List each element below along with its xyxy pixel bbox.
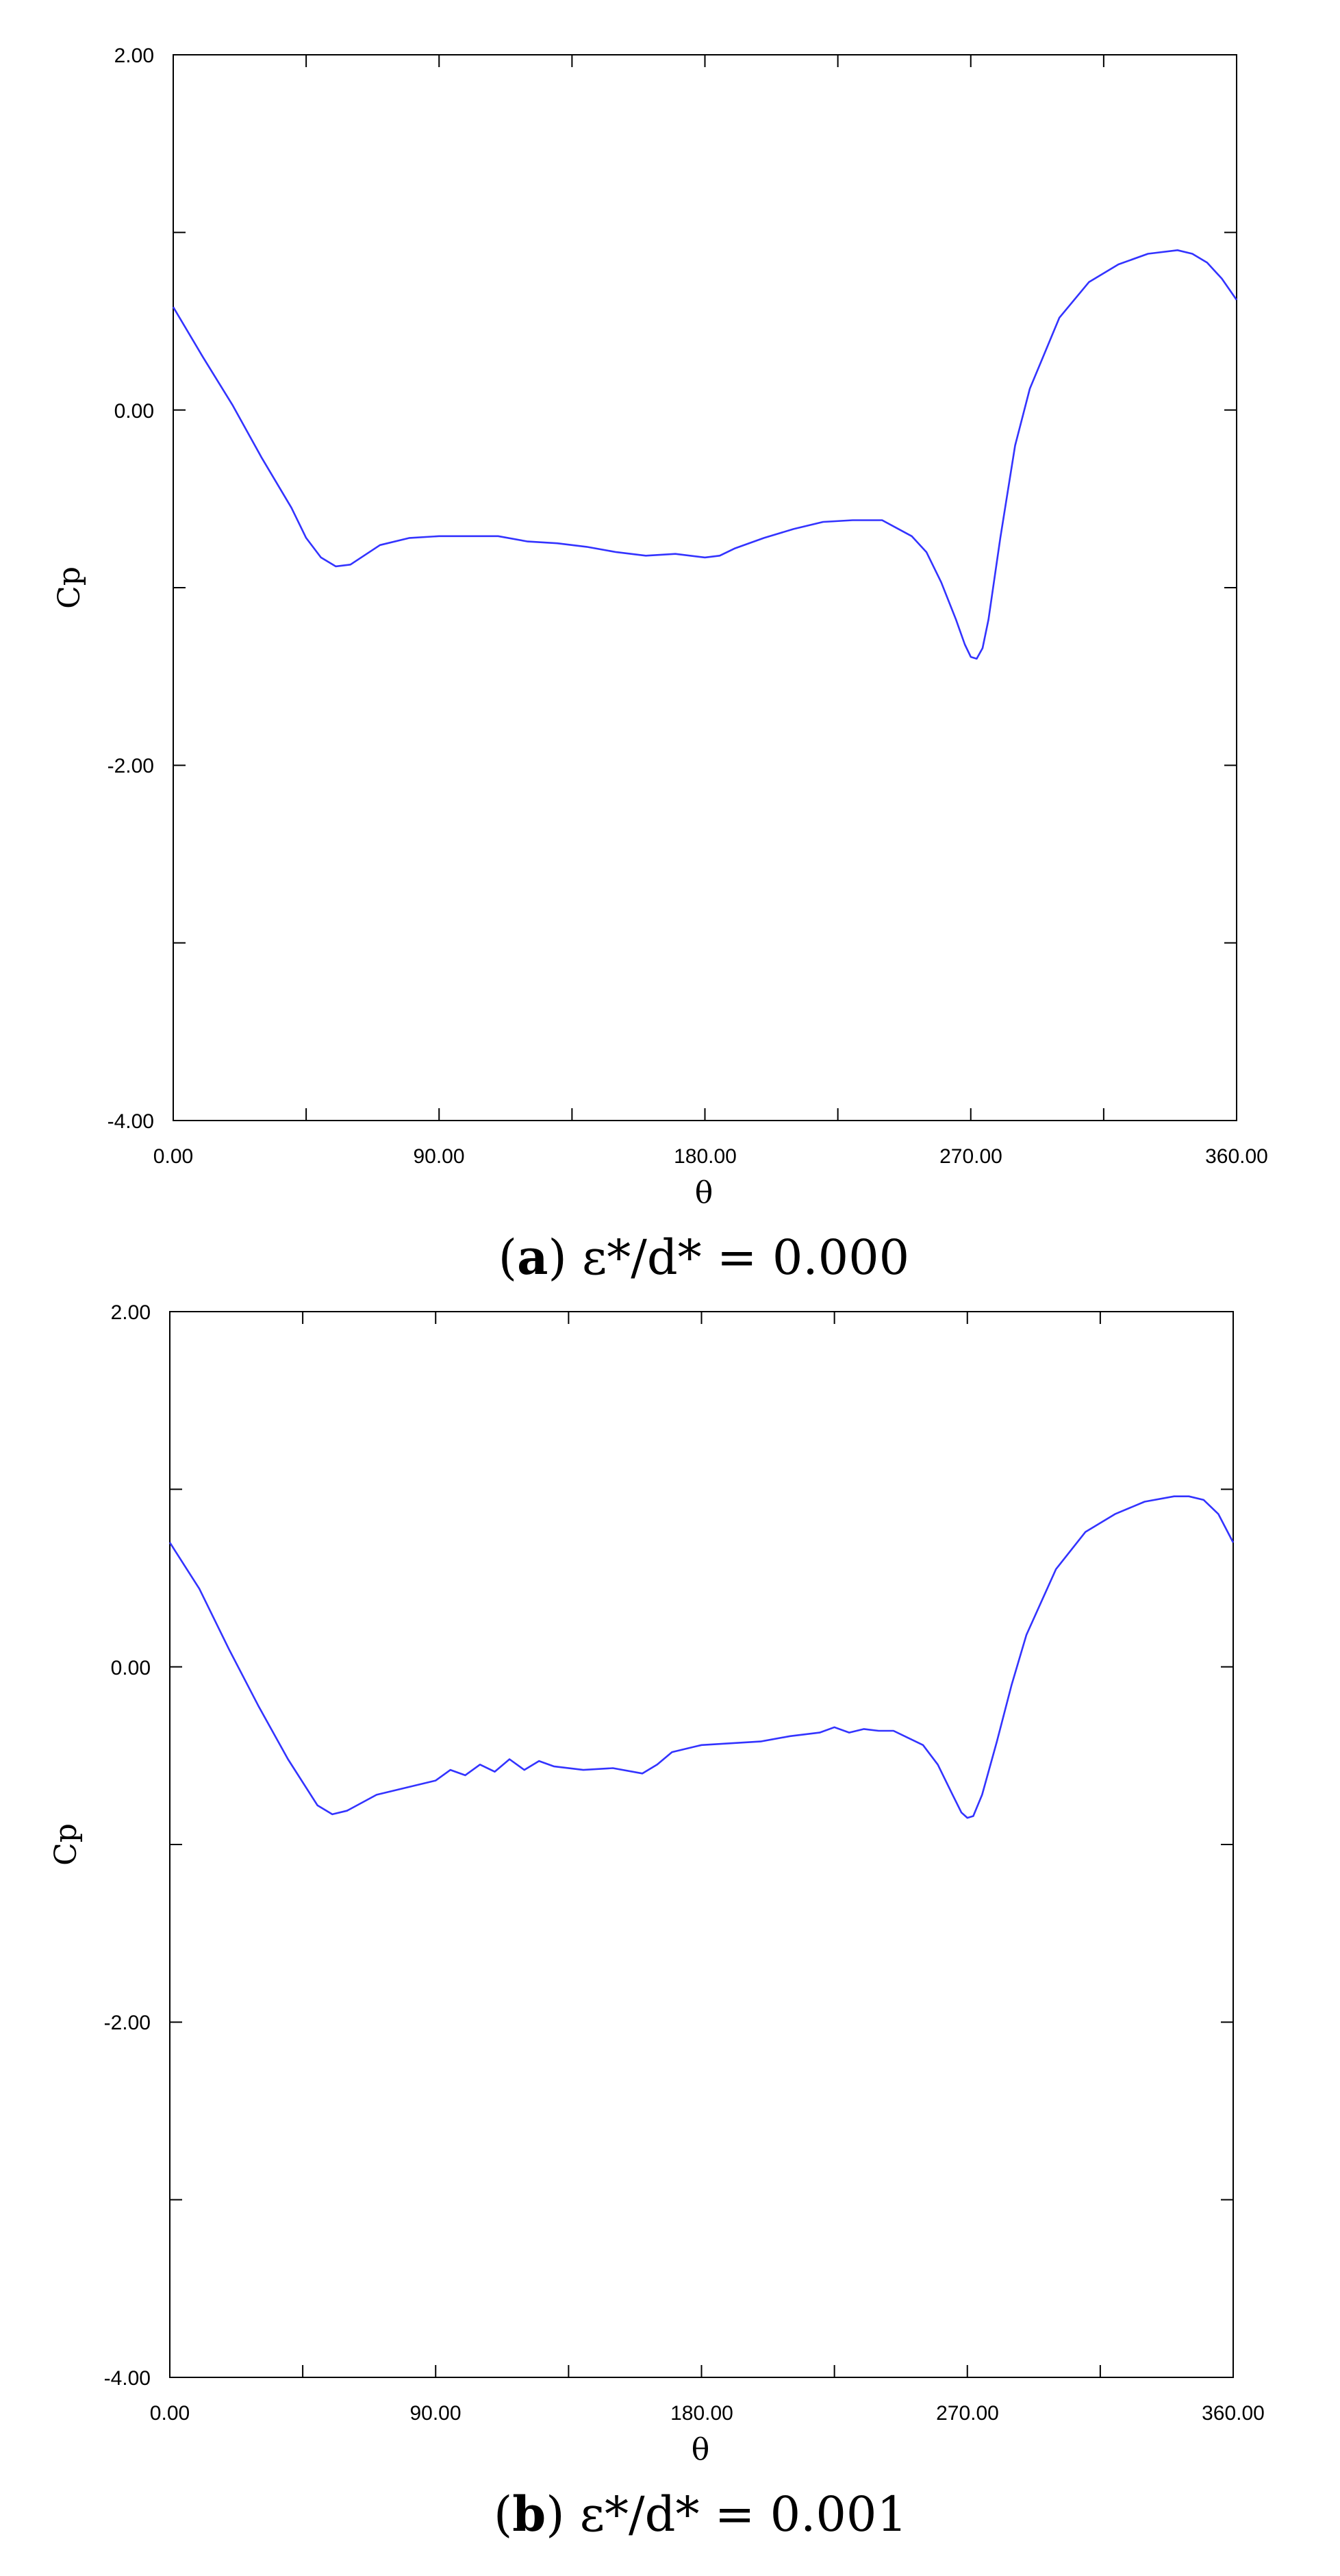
panel-a-ticks — [173, 55, 1237, 1121]
panel-b-x-tick-label: 90.00 — [409, 2402, 461, 2425]
panel-a-caption-text: ε*/d* = 0.000 — [582, 1229, 909, 1286]
panel-b-y-tick-label: -2.00 — [104, 2012, 151, 2034]
panel-b-plot-frame — [169, 1311, 1234, 2378]
panel-b-y-tick-label: 2.00 — [111, 1301, 151, 1324]
panel-a-y-axis-title: Cp — [52, 566, 87, 609]
panel-a-x-tick-label: 180.00 — [674, 1145, 737, 1168]
panel-a-x-tick-label: 270.00 — [939, 1145, 1002, 1168]
panel-b-x-axis-title: θ — [692, 2432, 710, 2467]
panel-b-y-tick-label: 0.00 — [111, 1657, 151, 1679]
panel-b-x-tick-label: 180.00 — [670, 2402, 733, 2425]
panel-a-series-line — [172, 249, 1238, 660]
panel-a-y-tick-label: -2.00 — [108, 755, 154, 777]
panel-b-x-tick-label: 360.00 — [1202, 2402, 1265, 2425]
panel-b: 0.00 90.00 180.00 270.00 360.00 2.00 0.0… — [49, 1301, 1265, 2542]
panel-a-x-tick-label: 0.00 — [153, 1145, 193, 1168]
panel-b-caption: (b) ε*/d* = 0.001 — [494, 2486, 907, 2542]
panel-a-plot-frame — [173, 54, 1237, 1121]
panel-b-x-tick-label: 270.00 — [936, 2402, 999, 2425]
panel-b-x-tick-label: 0.00 — [150, 2402, 190, 2425]
panel-a-x-axis-title: θ — [695, 1175, 713, 1210]
panel-b-caption-text: ε*/d* = 0.001 — [580, 2486, 907, 2542]
panel-b-series-line — [168, 1495, 1235, 1819]
panel-a: 0.00 90.00 180.00 270.00 360.00 2.00 0.0… — [52, 45, 1268, 1286]
panel-a-y-tick-label: -4.00 — [108, 1110, 154, 1133]
panel-b-caption-letter: b — [512, 2486, 546, 2542]
panel-a-y-tick-label: 0.00 — [114, 400, 154, 423]
panel-a-caption-letter: a — [517, 1229, 548, 1286]
panel-b-ticks — [170, 1312, 1233, 2377]
panel-b-y-axis-title: Cp — [49, 1823, 84, 1866]
panel-b-y-tick-label: -4.00 — [104, 2367, 151, 2390]
panel-a-x-tick-label: 90.00 — [413, 1145, 464, 1168]
panel-a-y-tick-label: 2.00 — [114, 45, 154, 67]
panel-a-x-tick-label: 360.00 — [1205, 1145, 1268, 1168]
panel-a-caption: (a) ε*/d* = 0.000 — [498, 1229, 909, 1286]
